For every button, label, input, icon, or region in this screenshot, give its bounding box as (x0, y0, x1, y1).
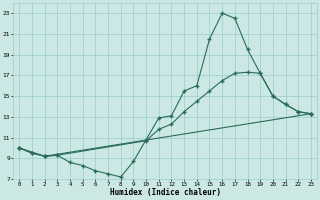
X-axis label: Humidex (Indice chaleur): Humidex (Indice chaleur) (110, 188, 220, 197)
